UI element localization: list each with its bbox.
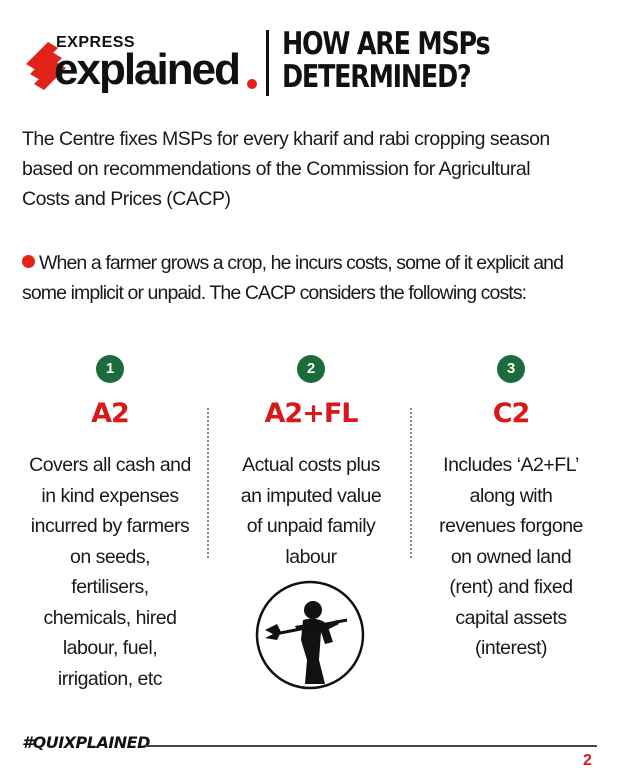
cost-column-a2-fl: 2 A2+FL Actual costs plus an imputed val… [213, 355, 409, 572]
cost-line: incurred by farmers [30, 515, 190, 537]
cost-line: irrigation, etc [57, 667, 163, 690]
cost-column-a2: 1 A2 Covers all cash and in kind expense… [12, 355, 208, 694]
bullet-line-text: When a farmer grows a crop, he incurs co… [39, 252, 564, 274]
cost-line: of unpaid family [246, 515, 376, 537]
cost-title: C2 [492, 398, 531, 429]
intro-line: Costs and Prices (CACP) [22, 188, 231, 210]
cost-line: chemicals, hired [43, 606, 177, 629]
cost-line: on owned land [450, 545, 572, 568]
intro-line: based on recommendations of the Commissi… [22, 158, 531, 180]
cost-title: A2+FL [264, 398, 359, 429]
cost-line: an imputed value [240, 484, 382, 507]
cost-line: (interest) [475, 637, 547, 659]
cost-description: Actual costs plus an imputed value of un… [213, 450, 409, 572]
footer-hashtag: #QUIXPLAINED [22, 733, 150, 752]
page-number: 2 [583, 752, 592, 769]
bullet-line: some implicit or unpaid. The CACP consid… [22, 282, 527, 304]
cost-line: on seeds, [69, 545, 151, 568]
header: EXPRESS explained HOW ARE MSPs DETERMINE… [0, 0, 626, 110]
cost-line: Covers all cash and [29, 454, 191, 476]
intro-line: The Centre fixes MSPs for every kharif a… [22, 128, 550, 150]
cost-line: labour, fuel, [62, 637, 158, 659]
cost-line: (rent) and fixed [449, 576, 573, 598]
express-chevron-logo-icon [26, 42, 66, 90]
bullet-paragraph: When a farmer grows a crop, he incurs co… [22, 248, 612, 308]
brand-explained: explained [54, 45, 241, 94]
cost-line: revenues forgone [439, 515, 583, 537]
cost-line: capital assets [455, 606, 567, 629]
page-title: HOW ARE MSPs DETERMINED? [282, 28, 544, 94]
cost-description: Includes ‘A2+FL’ along with revenues for… [413, 450, 609, 664]
footer-rule [145, 745, 597, 747]
bullet-dot-icon [22, 255, 35, 268]
farmer-with-pickaxe-icon [255, 580, 365, 690]
cost-line: fertilisers, [71, 576, 149, 598]
page-title-line-2: DETERMINED? [282, 59, 472, 95]
cost-line: along with [469, 484, 553, 507]
column-separator [410, 408, 412, 558]
cost-title: A2 [91, 398, 130, 429]
brand-dot [247, 79, 257, 89]
intro-paragraph: The Centre fixes MSPs for every kharif a… [22, 124, 612, 214]
number-badge: 2 [297, 355, 325, 383]
cost-line: labour [285, 545, 337, 568]
brand-express: EXPRESS [56, 34, 136, 51]
cost-description: Covers all cash and in kind expenses inc… [12, 450, 208, 694]
number-badge: 1 [96, 355, 124, 383]
header-divider [266, 30, 269, 96]
cost-line: Actual costs plus [242, 454, 380, 476]
cost-column-c2: 3 C2 Includes ‘A2+FL’ along with revenue… [413, 355, 609, 664]
bullet-line: When a farmer grows a crop, he incurs co… [22, 248, 612, 278]
page-title-line-1: HOW ARE MSPs [282, 26, 491, 62]
cost-line: Includes ‘A2+FL’ [443, 454, 579, 476]
cost-line: in kind expenses [41, 484, 179, 507]
column-separator [207, 408, 209, 558]
number-badge: 3 [497, 355, 525, 383]
